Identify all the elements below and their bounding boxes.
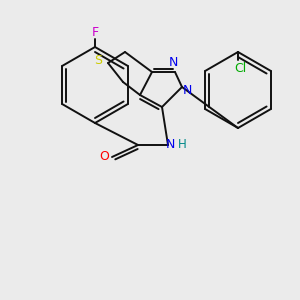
Text: N: N	[165, 139, 175, 152]
Text: H: H	[178, 139, 186, 152]
Text: S: S	[94, 55, 102, 68]
Text: O: O	[99, 151, 109, 164]
Text: N: N	[182, 83, 192, 97]
Text: F: F	[92, 26, 99, 40]
Text: Cl: Cl	[234, 61, 246, 74]
Text: N: N	[168, 56, 178, 70]
